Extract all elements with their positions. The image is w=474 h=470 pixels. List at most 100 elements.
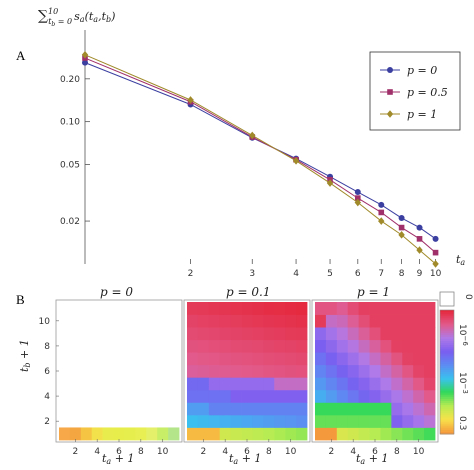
data-point	[416, 246, 423, 254]
heatmap-cell	[241, 314, 253, 328]
x-tick-label: 2	[188, 269, 194, 279]
heatmap-cell	[315, 314, 327, 328]
heatmap-cell	[369, 377, 381, 391]
heatmap-cell	[391, 414, 403, 428]
heatmap-cell	[413, 314, 425, 328]
heatmap-cell	[80, 427, 93, 441]
heatmap-cell	[358, 327, 370, 341]
x-tick-label: 9	[417, 269, 423, 279]
heatmap-cell	[413, 377, 425, 391]
heatmap-cell	[241, 302, 253, 315]
heatmap-x-tick-label: 8	[138, 447, 144, 457]
colorbar-segment	[440, 341, 454, 344]
colorbar-segment	[440, 396, 454, 400]
heatmap-cell	[296, 364, 308, 378]
colorbar-segment	[440, 376, 454, 379]
heatmap-cell	[157, 427, 169, 441]
heatmap-cell	[197, 414, 210, 428]
heatmap-cell	[424, 414, 436, 428]
heatmap-cell	[219, 314, 232, 328]
heatmap-y-tick-label: 6	[44, 367, 50, 377]
heatmap-cell	[369, 402, 381, 416]
data-point	[81, 51, 89, 59]
heatmap-cell	[208, 427, 221, 441]
data-point	[398, 224, 405, 231]
heatmap-cell	[315, 364, 327, 378]
heatmap-cell	[336, 327, 349, 341]
heatmap-x-label-3: ta + 1	[356, 452, 388, 466]
data-point	[432, 249, 439, 256]
panel-a-line-chart: ∑10 tb = 0 sa(ta,tb) ta 2 3 4 5 6 7 8 9 10 0.02 0.05…	[38, 7, 465, 279]
heatmap-cell	[187, 414, 199, 428]
colorbar-segment	[440, 405, 454, 408]
heatmap-cell	[296, 327, 308, 341]
heatmap-cell	[358, 339, 370, 353]
heatmap-cell	[380, 339, 392, 353]
heatmap-cell	[208, 352, 221, 366]
heatmap-cell	[197, 427, 210, 441]
heatmap-cell	[241, 377, 253, 391]
legend: p = 0 p = 0.5 p = 1	[369, 51, 461, 131]
heatmap-cell	[197, 314, 210, 328]
heatmap-cell	[252, 402, 264, 416]
heatmap-cell	[369, 352, 381, 366]
heatmap-cell	[187, 402, 199, 416]
data-point	[326, 179, 334, 187]
heatmap-cell	[391, 327, 403, 341]
heatmap-cell	[380, 377, 392, 391]
heatmap-cell	[252, 327, 264, 341]
data-point	[386, 110, 394, 118]
heatmap-cell	[263, 414, 275, 428]
heatmap-y-tick-label: 10	[39, 317, 51, 327]
legend-label: p = 0	[407, 64, 437, 77]
heatmap-cell	[187, 427, 199, 441]
heatmap-cell	[208, 389, 221, 403]
heatmap-cell	[325, 427, 338, 441]
heatmap-cell	[336, 427, 349, 441]
colorbar-segment	[440, 355, 454, 359]
heatmap-cell	[187, 314, 199, 328]
heatmap-cell	[315, 352, 327, 366]
heatmap-cell	[413, 352, 425, 366]
heatmap-cell	[208, 327, 221, 341]
heatmap-cell	[380, 327, 392, 341]
heatmap-cell	[252, 377, 264, 391]
heatmap-cell	[230, 402, 242, 416]
heatmap-cell	[219, 364, 232, 378]
y-axis-label: ∑10 tb = 0 sa(ta,tb)	[38, 7, 115, 28]
legend-label: p = 0.5	[407, 86, 448, 99]
heatmap-cell	[402, 427, 414, 441]
heatmap-cell	[113, 427, 125, 441]
heatmap-cell	[391, 402, 403, 416]
heatmap-cell	[296, 414, 308, 428]
heatmap-cell	[380, 402, 392, 416]
colorbar-segment	[440, 400, 454, 404]
data-point	[432, 260, 439, 268]
heatmap-cell	[274, 352, 286, 366]
heatmap-cell	[402, 364, 414, 378]
heatmap-x-tick-label: 2	[72, 447, 78, 457]
heatmap-cell	[197, 389, 210, 403]
heatmap-cell	[197, 327, 210, 341]
colorbar-segment	[440, 372, 454, 375]
heatmap-cell	[252, 352, 264, 366]
heatmap-x-tick-label: 8	[394, 447, 400, 457]
colorbar-segment	[440, 388, 454, 392]
heatmap-cell	[274, 389, 286, 403]
heatmap-cell	[296, 377, 308, 391]
subplot-title-p01: p = 0.1	[226, 285, 270, 299]
heatmap-cell	[391, 389, 403, 403]
heatmap-cell	[241, 402, 253, 416]
heatmap-cell	[263, 402, 275, 416]
heatmap-cell	[285, 314, 297, 328]
heatmap-cell	[263, 427, 275, 441]
colorbar-segment	[440, 359, 454, 363]
heatmap-cell	[285, 352, 297, 366]
heatmap-cell	[315, 339, 327, 353]
heatmap-cell	[315, 302, 327, 315]
heatmap-cell	[208, 302, 221, 315]
colorbar-segment	[440, 367, 454, 371]
heatmap-cell	[315, 414, 327, 428]
colorbar-segment	[440, 322, 454, 325]
heatmap-cell	[241, 352, 253, 366]
